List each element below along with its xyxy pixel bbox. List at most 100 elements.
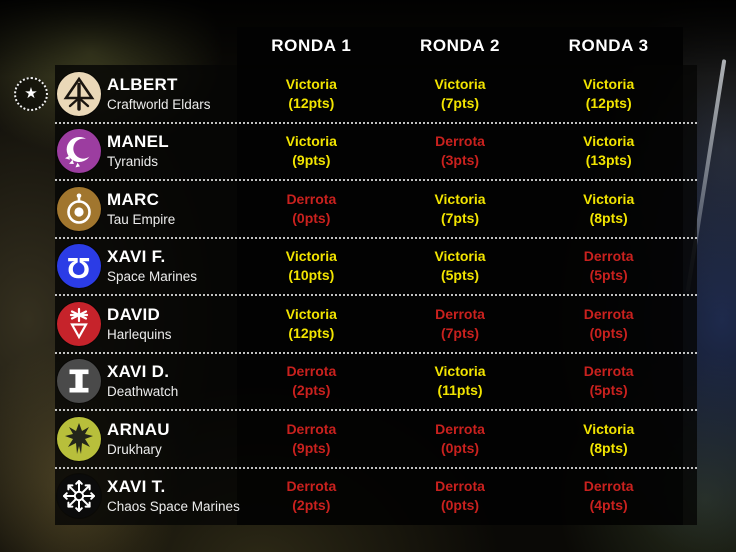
tyranids-icon <box>57 129 101 174</box>
result-round-1: Derrota (2pts) <box>237 353 386 411</box>
player-faction: Space Marines <box>107 269 198 285</box>
player-identity: DAVID Harlequins <box>107 305 172 343</box>
result-round-3: Derrota (4pts) <box>534 468 683 526</box>
result-round-3: Victoria (8pts) <box>534 410 683 468</box>
result-outcome: Victoria <box>583 420 635 437</box>
result-outcome: Victoria <box>285 75 337 92</box>
result-outcome: Victoria <box>285 248 337 265</box>
player-faction: Tyranids <box>107 154 159 170</box>
result-round-3: Victoria (13pts) <box>534 123 683 181</box>
player-faction: Craftworld Eldars <box>107 96 211 112</box>
result-round-1: Derrota (0pts) <box>237 180 386 238</box>
player-results: Victoria (10pts) Victoria (5pts) Derrota… <box>237 238 683 296</box>
table-row: ★ Ω XAVI F. Space Marines Victoria (10pt… <box>55 238 697 296</box>
result-outcome: Victoria <box>434 75 486 92</box>
player-name: XAVI D. <box>107 362 170 382</box>
player-identity: XAVI D. Deathwatch <box>107 362 178 400</box>
result-points: (9pts) <box>292 152 331 169</box>
result-round-3: Victoria (12pts) <box>534 65 683 123</box>
player-results: Derrota (9pts) Derrota (0pts) Victoria (… <box>237 410 683 468</box>
result-round-1: Victoria (10pts) <box>237 238 386 296</box>
drukhari-icon <box>57 416 101 461</box>
result-points: (0pts) <box>292 209 331 226</box>
players-table: ★ ALBERT Craftworld Eldars Victoria (12p… <box>14 65 697 526</box>
result-round-2: Derrota (3pts) <box>386 123 535 181</box>
result-points: (10pts) <box>288 267 335 284</box>
result-points: (13pts) <box>585 152 632 169</box>
result-points: (2pts) <box>292 382 331 399</box>
result-outcome: Victoria <box>583 133 635 150</box>
result-outcome: Victoria <box>285 133 337 150</box>
player-results: Victoria (9pts) Derrota (3pts) Victoria … <box>237 123 683 181</box>
winner-badge: ★ <box>14 76 48 111</box>
result-outcome: Derrota <box>286 420 337 437</box>
player-name: ALBERT <box>107 74 178 94</box>
result-outcome: Derrota <box>286 478 337 495</box>
ultramarines-omega-icon: Ω <box>57 244 101 289</box>
result-round-2: Victoria (11pts) <box>386 353 535 411</box>
result-round-2: Derrota (7pts) <box>386 295 535 353</box>
player-name: XAVI F. <box>107 247 166 267</box>
player-name: ARNAU <box>107 419 170 439</box>
table-row: ★ MARC Tau Empire Derrota (0pts) Victori… <box>55 180 697 238</box>
result-points: (0pts) <box>440 439 480 456</box>
round-1-header: RONDA 1 <box>271 36 352 55</box>
result-outcome: Victoria <box>434 248 486 265</box>
result-points: (7pts) <box>440 209 480 226</box>
player-identity: MARC Tau Empire <box>107 190 175 228</box>
result-points: (3pts) <box>440 152 480 169</box>
result-round-2: Victoria (5pts) <box>386 238 535 296</box>
player-name: MANEL <box>107 132 169 152</box>
table-row: ★ XAVI D. Deathwatch Derrota (2pts) Vict… <box>55 353 697 411</box>
player-results: Victoria (12pts) Derrota (7pts) Derrota … <box>237 295 683 353</box>
result-outcome: Derrota <box>286 363 337 380</box>
result-outcome: Victoria <box>434 363 486 380</box>
deathwatch-icon <box>57 359 101 404</box>
result-points: (9pts) <box>292 439 331 456</box>
result-points: (7pts) <box>440 324 480 341</box>
result-points: (12pts) <box>288 324 335 341</box>
chaos-star-icon <box>57 474 101 519</box>
player-faction: Harlequins <box>107 326 172 342</box>
table-row: ★ MANEL Tyranids Victoria (9pts) Derrota… <box>55 123 697 181</box>
result-outcome: Derrota <box>583 248 634 265</box>
result-points: (2pts) <box>292 497 331 514</box>
result-round-2: Derrota (0pts) <box>386 468 535 526</box>
result-round-1: Derrota (2pts) <box>237 468 386 526</box>
player-identity: XAVI F. Space Marines <box>107 247 197 285</box>
result-round-2: Victoria (7pts) <box>386 180 535 238</box>
result-round-1: Victoria (12pts) <box>237 65 386 123</box>
result-round-3: Derrota (0pts) <box>534 295 683 353</box>
player-results: Derrota (2pts) Victoria (11pts) Derrota … <box>237 353 683 411</box>
player-faction: Chaos Space Marines <box>107 499 240 515</box>
player-identity: ARNAU Drukhary <box>107 420 170 458</box>
result-outcome: Victoria <box>285 305 337 322</box>
result-points: (11pts) <box>437 382 483 399</box>
result-points: (8pts) <box>589 209 628 226</box>
result-outcome: Derrota <box>435 133 485 150</box>
result-points: (0pts) <box>440 497 480 514</box>
round-2-header: RONDA 2 <box>419 36 501 55</box>
player-identity: XAVI T. Chaos Space Marines <box>107 477 240 515</box>
round-header-row: RONDA 1 RONDA 2 RONDA 3 <box>237 27 683 65</box>
result-points: (5pts) <box>440 267 480 284</box>
result-points: (8pts) <box>589 439 628 456</box>
player-results: Derrota (2pts) Derrota (0pts) Derrota (4… <box>237 468 683 526</box>
player-name: DAVID <box>107 304 161 324</box>
round-3-header: RONDA 3 <box>568 36 649 55</box>
result-points: (4pts) <box>589 497 628 514</box>
table-row: ★ ARNAU Drukhary Derrota (9pts) Derrota … <box>55 410 697 468</box>
player-results: Derrota (0pts) Victoria (7pts) Victoria … <box>237 180 683 238</box>
result-outcome: Victoria <box>434 190 486 207</box>
result-points: (5pts) <box>589 267 628 284</box>
tau-icon <box>57 186 101 231</box>
result-outcome: Victoria <box>583 75 635 92</box>
result-round-3: Derrota (5pts) <box>534 238 683 296</box>
result-outcome: Derrota <box>435 305 485 322</box>
table-row: ★ ALBERT Craftworld Eldars Victoria (12p… <box>14 65 697 123</box>
player-faction: Tau Empire <box>107 211 176 227</box>
player-faction: Deathwatch <box>107 384 179 400</box>
laurel-star-icon: ★ <box>24 85 38 103</box>
result-outcome: Derrota <box>435 478 485 495</box>
result-points: (0pts) <box>589 324 628 341</box>
